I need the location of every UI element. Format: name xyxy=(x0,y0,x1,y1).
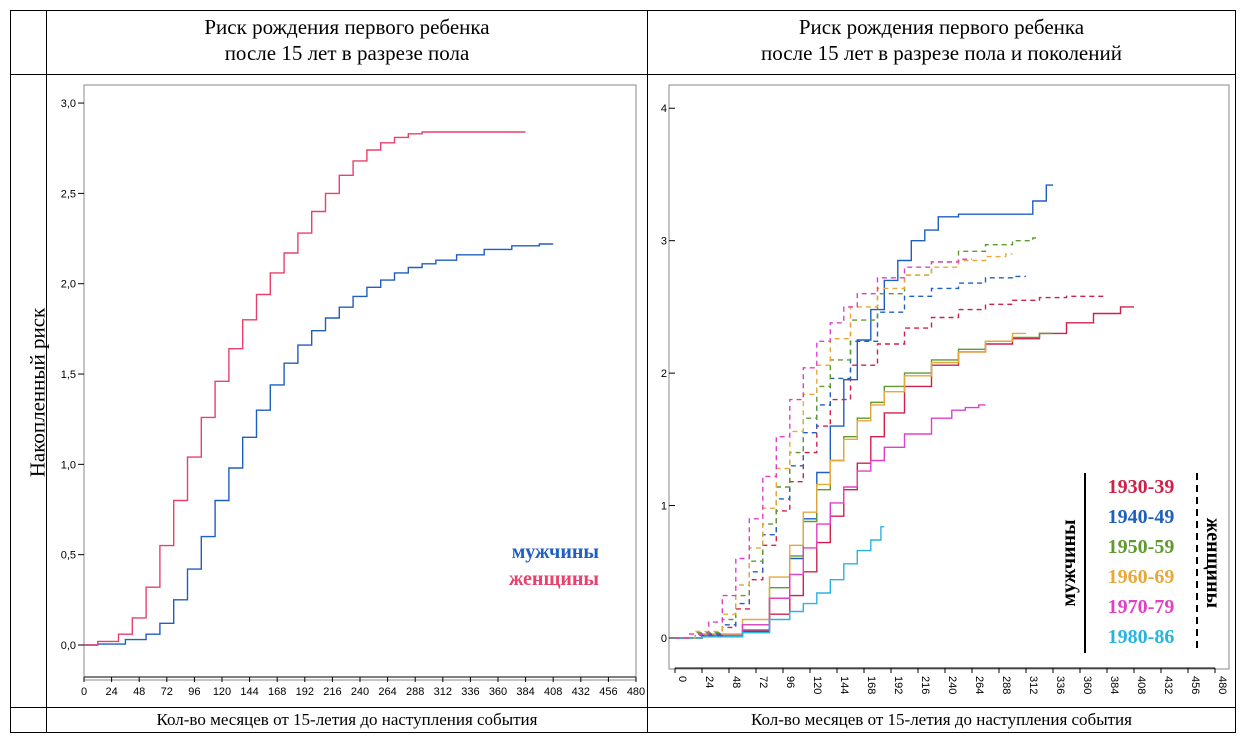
legend-cohort-1930: 1930-39 xyxy=(1108,476,1175,498)
x-tick-label: 312 xyxy=(434,686,452,698)
x-tick-label: 24 xyxy=(703,676,715,688)
x-tick-label: 168 xyxy=(865,676,877,694)
x-tick-label: 144 xyxy=(838,676,850,694)
x-tick-label: 216 xyxy=(323,686,341,698)
table-border-footer xyxy=(10,707,1236,708)
x-tick-label: 480 xyxy=(1216,676,1228,694)
left-title-line2: после 15 лет в разрезе пола xyxy=(224,41,470,65)
series-line xyxy=(675,332,1026,639)
table-border-mid xyxy=(647,10,648,733)
x-tick-label: 168 xyxy=(268,686,286,698)
x-tick-label: 336 xyxy=(1054,676,1066,694)
x-tick-label: 48 xyxy=(133,686,145,698)
series-line xyxy=(675,237,1040,639)
x-tick-label: 384 xyxy=(1108,676,1120,694)
right-title-line2: после 15 лет в разрезе пола и поколений xyxy=(761,41,1122,65)
y-tick-label: 0,0 xyxy=(61,640,76,652)
x-tick-label: 312 xyxy=(1027,676,1039,694)
x-tick-label: 240 xyxy=(351,686,369,698)
y-tick-label: 3,0 xyxy=(61,98,76,110)
x-tick-label: 336 xyxy=(461,686,479,698)
left-chart: 0 24 48 72 96 120 144 168 192 216 240 264 288 312 336 3… xyxy=(61,84,645,698)
y-tick-label: 2,5 xyxy=(61,188,76,200)
x-tick-label: 432 xyxy=(572,686,590,698)
x-tick-label: 408 xyxy=(544,686,562,698)
right-title-line1: Риск рождения первого ребенка xyxy=(798,15,1085,39)
legend-side-female: женщины xyxy=(1202,518,1224,609)
x-tick-label: 48 xyxy=(730,676,742,688)
series-line xyxy=(84,243,554,646)
x-tick-label: 408 xyxy=(1135,676,1147,694)
table-border-top xyxy=(10,10,1236,11)
x-tick-label: 264 xyxy=(973,676,985,694)
y-axis-label: Накопленный риск xyxy=(25,307,50,478)
x-tick-label: 24 xyxy=(105,686,117,698)
x-tick-label: 288 xyxy=(406,686,424,698)
right-plot-area: 0 24 48 72 96 120 144 168 192 216 240 264 288 312 336 3… xyxy=(661,103,1228,694)
x-tick-label: 240 xyxy=(946,676,958,694)
left-title-line1: Риск рождения первого ребенка xyxy=(204,15,490,39)
x-tick-label: 264 xyxy=(378,686,396,698)
legend-male-label: мужчины xyxy=(512,541,600,563)
series-line xyxy=(675,404,986,639)
y-tick-label: 0 xyxy=(661,633,667,645)
x-tick-label: 0 xyxy=(676,676,688,682)
series-line xyxy=(675,253,1013,639)
left-x-axis-label: Кол-во месяцев от 15-летия до наступлени… xyxy=(156,710,538,729)
table-border-right xyxy=(1235,10,1236,733)
y-tick-label: 1,0 xyxy=(61,459,76,471)
series-line xyxy=(84,131,526,646)
table-border-left xyxy=(10,10,11,733)
table-border-col1 xyxy=(46,10,47,733)
x-tick-label: 456 xyxy=(599,686,617,698)
y-tick-label: 2,0 xyxy=(61,279,76,291)
y-tick-label: 1,5 xyxy=(61,369,76,381)
legend-cohort-1950: 1950-59 xyxy=(1108,536,1175,558)
right-legend: 1930-39 1940-49 1950-59 1960-69 1970-79 … xyxy=(1058,473,1224,653)
legend-cohort-1940: 1940-49 xyxy=(1108,506,1175,528)
legend-cohort-1960: 1960-69 xyxy=(1108,566,1175,588)
x-tick-label: 432 xyxy=(1162,676,1174,694)
left-plot-area: 0 24 48 72 96 120 144 168 192 216 240 264 288 312 336 3… xyxy=(61,98,645,698)
y-tick-label: 1 xyxy=(661,501,667,513)
right-x-axis-label: Кол-во месяцев от 15-летия до наступлени… xyxy=(751,710,1132,729)
right-chart: 0 24 48 72 96 120 144 168 192 216 240 264 288 312 336 3… xyxy=(661,84,1230,694)
y-tick-label: 0,5 xyxy=(61,550,76,562)
y-tick-label: 2 xyxy=(661,368,667,380)
x-tick-label: 120 xyxy=(811,676,823,694)
legend-female-label: женщины xyxy=(509,568,600,590)
left-plot-frame xyxy=(83,84,637,681)
x-tick-label: 96 xyxy=(784,676,796,688)
right-chart-title: Риск рождения первого ребенка после 15 л… xyxy=(648,14,1235,66)
x-tick-label: 120 xyxy=(213,686,231,698)
x-tick-label: 216 xyxy=(919,676,931,694)
y-tick-label: 3 xyxy=(661,236,667,248)
x-tick-label: 96 xyxy=(188,686,200,698)
left-legend: мужчины женщины xyxy=(509,541,600,590)
legend-side-male: мужчины xyxy=(1058,519,1080,607)
x-tick-label: 360 xyxy=(1081,676,1093,694)
left-chart-title: Риск рождения первого ребенка после 15 л… xyxy=(47,14,647,66)
series-line xyxy=(675,295,1107,639)
series-line xyxy=(675,526,885,639)
x-tick-label: 360 xyxy=(489,686,507,698)
x-tick-label: 144 xyxy=(240,686,258,698)
x-tick-label: 384 xyxy=(516,686,534,698)
x-tick-label: 456 xyxy=(1189,676,1201,694)
table-border-bottom xyxy=(10,732,1236,733)
y-tick-label: 4 xyxy=(661,103,667,115)
x-tick-label: 72 xyxy=(757,676,769,688)
series-line xyxy=(675,258,972,639)
x-tick-label: 288 xyxy=(1000,676,1012,694)
x-tick-label: 480 xyxy=(627,686,645,698)
x-tick-label: 192 xyxy=(892,676,904,694)
x-tick-label: 72 xyxy=(161,686,173,698)
x-tick-label: 0 xyxy=(81,686,87,698)
legend-cohort-1980: 1980-86 xyxy=(1108,626,1175,648)
table-border-header xyxy=(10,74,1236,75)
legend-cohort-1970: 1970-79 xyxy=(1108,596,1175,618)
x-tick-label: 192 xyxy=(296,686,314,698)
